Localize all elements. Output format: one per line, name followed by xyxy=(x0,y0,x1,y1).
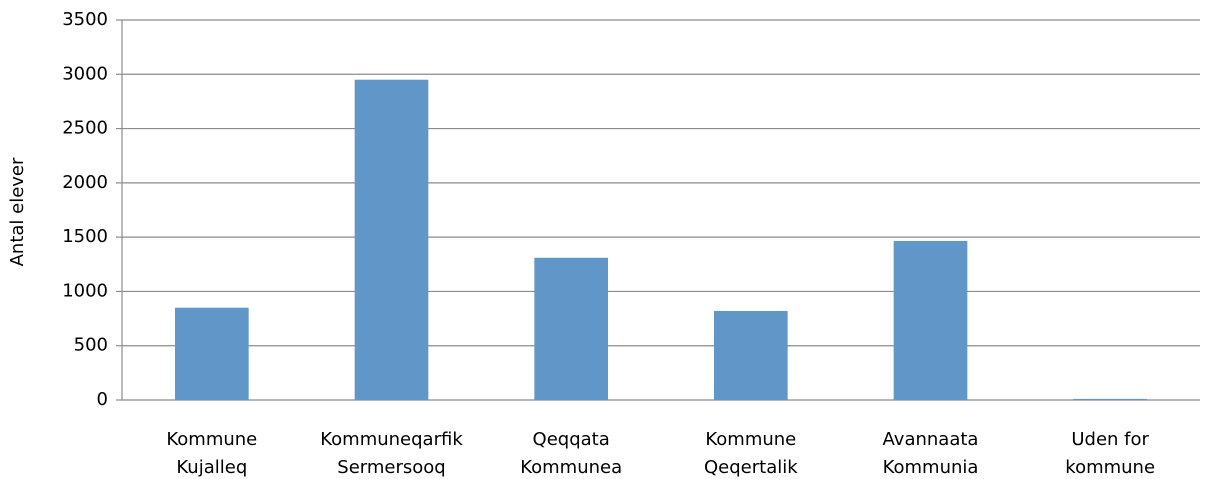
bar xyxy=(893,240,968,400)
y-tick-label: 1500 xyxy=(62,226,108,247)
x-tick-label: Kommune Qeqertalik xyxy=(704,429,798,478)
y-tick-label: 3500 xyxy=(62,9,108,30)
x-tick-label: Kommune Kujalleq xyxy=(166,429,257,478)
y-axis-label: Antal elever xyxy=(7,157,28,266)
bar xyxy=(175,307,249,400)
x-tick-label: Avannaata Kommunia xyxy=(883,429,979,478)
y-tick-label: 500 xyxy=(74,335,108,356)
x-tick-label: Kommuneqarfik Sermersooq xyxy=(320,429,463,478)
bar xyxy=(354,79,429,400)
bar xyxy=(714,310,788,400)
x-tick-label: Qeqqata Kommunea xyxy=(520,429,622,478)
bar xyxy=(1073,398,1147,400)
x-tick-label: Uden for kommune xyxy=(1065,429,1155,478)
y-tick-label: 1000 xyxy=(62,280,108,301)
bar xyxy=(534,257,608,400)
y-tick-label: 3000 xyxy=(62,63,108,84)
y-tick-label: 2500 xyxy=(62,118,108,139)
y-tick-label: 0 xyxy=(97,389,108,410)
y-tick-label: 2000 xyxy=(62,172,108,193)
